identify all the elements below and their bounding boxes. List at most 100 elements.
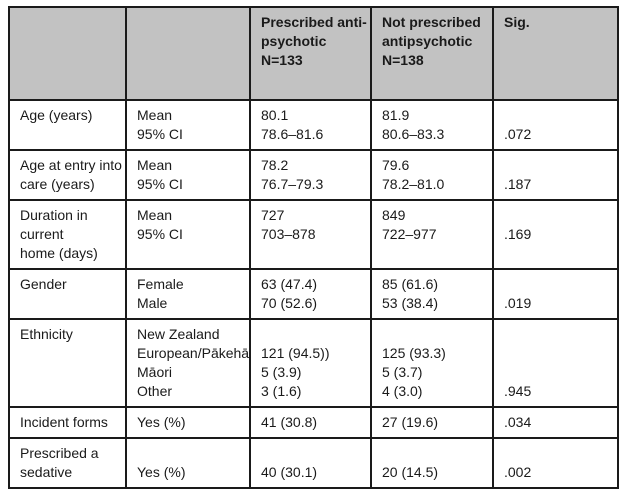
cell-line: 76.7–79.3 <box>261 176 324 192</box>
cell-line: 80.6–83.3 <box>382 126 445 142</box>
cell-line: home (days) <box>20 245 98 261</box>
header-line <box>20 13 115 32</box>
cell-line: Gender <box>20 276 67 292</box>
cell-line: sedative <box>20 464 73 480</box>
cell-line: .034 <box>504 414 532 430</box>
not-prescribed-cell: 27 (19.6) <box>370 406 494 439</box>
cell-line: Yes (%) <box>137 414 186 430</box>
cell-line <box>504 444 607 463</box>
statistics-table: Prescribed anti- psychotic N=133 Not pre… <box>8 6 619 489</box>
cell-line <box>504 156 607 175</box>
cell-line: 5 (3.7) <box>382 364 423 380</box>
header-line: N=138 <box>382 52 424 68</box>
sig-cell: .072 <box>492 99 619 151</box>
cell-line <box>137 444 239 463</box>
measure-cell: New Zealand European/Pākehā Māori Other <box>125 318 251 408</box>
cell-line: .945 <box>504 383 532 399</box>
cell-line: 125 (93.3) <box>382 345 446 361</box>
cell-line: 5 (3.9) <box>261 364 302 380</box>
header-line: Not prescribed <box>382 14 481 30</box>
cell-line: 95% CI <box>137 176 183 192</box>
header-line: Sig. <box>504 14 530 30</box>
prescribed-cell: 727 703–878 <box>249 199 372 270</box>
cell-line: Mean <box>137 157 173 173</box>
row-label-cell: Age (years) <box>8 99 127 151</box>
cell-line: 27 (19.6) <box>382 414 439 430</box>
cell-line: Duration in <box>20 207 88 223</box>
sig-cell: .002 <box>492 437 619 489</box>
row-label-cell: Ethnicity <box>8 318 127 408</box>
cell-line: care (years) <box>20 176 95 192</box>
prescribed-cell: 121 (94.5)) 5 (3.9) 3 (1.6) <box>249 318 372 408</box>
cell-line: 727 <box>261 207 285 223</box>
cell-line: Māori <box>137 364 173 380</box>
cell-line: 53 (38.4) <box>382 295 439 311</box>
cell-line: Other <box>137 383 173 399</box>
cell-line <box>504 344 607 363</box>
header-line <box>137 13 239 32</box>
row-label-cell: Age at entry into care (years) <box>8 149 127 201</box>
sig-cell: .187 <box>492 149 619 201</box>
sig-cell: .169 <box>492 199 619 270</box>
table-row-age: Age (years) Mean 95% CI 80.1 78.6–81.6 8… <box>8 99 619 151</box>
sig-cell: .019 <box>492 268 619 320</box>
cell-line: Age at entry into <box>20 157 122 173</box>
header-cell-sig: Sig. <box>492 6 619 101</box>
not-prescribed-cell: 79.6 78.2–81.0 <box>370 149 494 201</box>
cell-line: 40 (30.1) <box>261 464 318 480</box>
measure-cell: Yes (%) <box>125 406 251 439</box>
cell-line <box>382 325 482 344</box>
table-row-sedative: Prescribed a sedative Yes (%) 40 (30.1) … <box>8 437 619 489</box>
header-cell-label <box>8 6 127 101</box>
header-cell-prescribed: Prescribed anti- psychotic N=133 <box>249 6 372 101</box>
cell-line: Female <box>137 276 184 292</box>
not-prescribed-cell: 849 722–977 <box>370 199 494 270</box>
not-prescribed-cell: 85 (61.6) 53 (38.4) <box>370 268 494 320</box>
cell-line <box>261 444 360 463</box>
table-row-incident-forms: Incident forms Yes (%) 41 (30.8) 27 (19.… <box>8 406 619 439</box>
cell-line: 78.6–81.6 <box>261 126 324 142</box>
row-label-cell: Duration in current home (days) <box>8 199 127 270</box>
cell-line: current <box>20 226 64 242</box>
cell-line: .002 <box>504 464 532 480</box>
cell-line: 85 (61.6) <box>382 276 439 292</box>
cell-line <box>504 106 607 125</box>
header-line: N=133 <box>261 52 303 68</box>
cell-line: Mean <box>137 207 173 223</box>
cell-line: .072 <box>504 126 532 142</box>
row-label-cell: Gender <box>8 268 127 320</box>
prescribed-cell: 41 (30.8) <box>249 406 372 439</box>
not-prescribed-cell: 20 (14.5) <box>370 437 494 489</box>
cell-line: 95% CI <box>137 226 183 242</box>
cell-line: Ethnicity <box>20 326 73 342</box>
cell-line: .187 <box>504 176 532 192</box>
sig-cell: .034 <box>492 406 619 439</box>
header-line: antipsychotic <box>382 33 473 49</box>
cell-line: 81.9 <box>382 107 410 123</box>
not-prescribed-cell: 81.9 80.6–83.3 <box>370 99 494 151</box>
cell-line: Male <box>137 295 168 311</box>
prescribed-cell: 78.2 76.7–79.3 <box>249 149 372 201</box>
cell-line: 70 (52.6) <box>261 295 318 311</box>
cell-line: Mean <box>137 107 173 123</box>
cell-line: 80.1 <box>261 107 289 123</box>
table-row-ethnicity: Ethnicity New Zealand European/Pākehā Mā… <box>8 318 619 408</box>
cell-line: European/Pākehā <box>137 345 250 361</box>
prescribed-cell: 80.1 78.6–81.6 <box>249 99 372 151</box>
header-line: Prescribed anti- <box>261 14 367 30</box>
table-row-age-entry: Age at entry into care (years) Mean 95% … <box>8 149 619 201</box>
cell-line <box>504 363 607 382</box>
cell-line: 4 (3.0) <box>382 383 423 399</box>
cell-line: 78.2 <box>261 157 289 173</box>
not-prescribed-cell: 125 (93.3) 5 (3.7) 4 (3.0) <box>370 318 494 408</box>
cell-line: 703–878 <box>261 226 316 242</box>
measure-cell: Mean 95% CI <box>125 99 251 151</box>
cell-line: Yes (%) <box>137 464 186 480</box>
cell-line: Age (years) <box>20 107 93 123</box>
cell-line: 722–977 <box>382 226 437 242</box>
sig-cell: .945 <box>492 318 619 408</box>
measure-cell: Yes (%) <box>125 437 251 489</box>
cell-line: 849 <box>382 207 406 223</box>
cell-line: 20 (14.5) <box>382 464 439 480</box>
row-label-cell: Incident forms <box>8 406 127 439</box>
